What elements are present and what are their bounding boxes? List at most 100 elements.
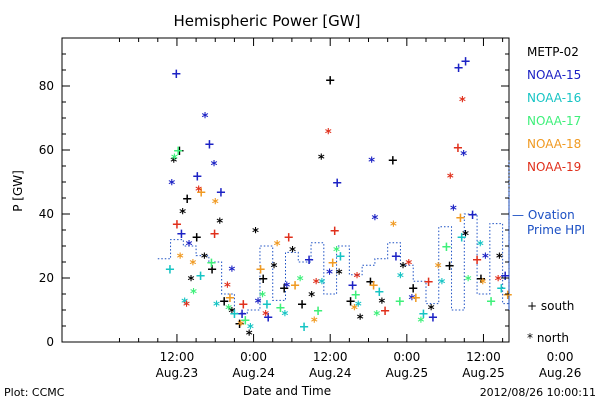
x-tick-label-time: 0:00 <box>240 350 267 364</box>
legend-entry-noaa-17: NOAA-17 <box>527 114 581 128</box>
data-point-noaa-16: * <box>355 300 362 315</box>
y-tick-label: 40 <box>39 207 54 221</box>
data-point-noaa-19: + <box>171 218 182 233</box>
data-point-noaa-19: + <box>209 227 220 242</box>
y-axis-label: P [GW] <box>11 170 25 212</box>
data-point-noaa-15: + <box>204 138 215 153</box>
data-point-noaa-18: + <box>224 291 235 306</box>
data-point-noaa-17: * <box>259 290 266 305</box>
data-point-noaa-16: + <box>335 250 346 265</box>
data-point-noaa-18: * <box>311 316 318 331</box>
data-point-metp-02: + <box>191 230 202 245</box>
data-point-noaa-18: + <box>410 291 421 306</box>
data-point-metp-02: + <box>325 74 336 89</box>
data-point-noaa-19: * <box>459 95 466 110</box>
x-tick-label-date: Aug.25 <box>462 366 505 380</box>
x-tick-label-date: Aug.24 <box>232 366 275 380</box>
data-point-noaa-18: * <box>177 252 184 267</box>
x-tick-label-time: 0:00 <box>547 350 574 364</box>
marker-layer: *+*+*+*+*+*+**+*+*+**+*+*+*+*+*+*+**++*+… <box>164 54 513 343</box>
data-point-metp-02: + <box>207 262 218 277</box>
data-point-noaa-15: * <box>371 213 378 228</box>
data-point-metp-02: * <box>271 261 278 276</box>
data-point-noaa-17: * <box>417 316 424 331</box>
data-point-noaa-15: * <box>168 178 175 193</box>
data-point-metp-02: + <box>475 272 486 287</box>
data-point-metp-02: + <box>174 144 185 159</box>
data-point-noaa-15: * <box>255 296 262 311</box>
data-point-noaa-19: + <box>380 304 391 319</box>
data-point-noaa-18: + <box>455 211 466 226</box>
data-point-noaa-16: + <box>262 298 273 313</box>
data-point-noaa-15: + <box>332 176 343 191</box>
data-point-metp-02: * <box>188 274 195 289</box>
data-point-noaa-18: + <box>368 278 379 293</box>
data-point-noaa-15: + <box>500 269 511 284</box>
data-point-noaa-19: * <box>195 184 202 199</box>
x-tick-label-time: 0:00 <box>393 350 420 364</box>
data-point-noaa-16: + <box>496 282 507 297</box>
data-point-metp-02: * <box>428 303 435 318</box>
data-point-metp-02: * <box>318 152 325 167</box>
data-point-noaa-18: * <box>190 258 197 273</box>
data-point-noaa-18: + <box>255 262 266 277</box>
data-point-noaa-15: + <box>428 310 439 325</box>
legend-south-marker: + south <box>527 299 574 313</box>
data-point-noaa-19: + <box>329 224 340 239</box>
data-point-noaa-19: * <box>405 258 412 273</box>
y-axis: 0 20 40 60 80 <box>39 37 509 349</box>
legend-ovation-line2: Prime HPI <box>527 223 585 237</box>
data-point-noaa-15: * <box>186 239 193 254</box>
x-axis-label: Date and Time <box>243 384 331 398</box>
data-point-noaa-19: * <box>325 127 332 142</box>
data-point-noaa-16: + <box>418 307 429 322</box>
data-point-noaa-19: + <box>238 298 249 313</box>
data-point-noaa-16: + <box>374 285 385 300</box>
data-point-noaa-17: + <box>275 301 286 316</box>
data-point-noaa-19: * <box>224 280 231 295</box>
data-point-noaa-19: + <box>472 253 483 268</box>
y-tick-label: 60 <box>39 143 54 157</box>
data-point-noaa-19: * <box>183 300 190 315</box>
data-point-noaa-19: * <box>495 274 502 289</box>
data-point-noaa-19: * <box>313 277 320 292</box>
footer-timestamp: 2012/08/26 10:00:11 <box>480 386 596 399</box>
data-point-noaa-19: * <box>262 309 269 324</box>
data-point-metp-02: * <box>379 296 386 311</box>
data-point-metp-02: * <box>400 261 407 276</box>
data-point-noaa-15: * <box>409 293 416 308</box>
data-point-noaa-18: * <box>390 220 397 235</box>
data-point-metp-02: * <box>246 328 253 343</box>
legend-entry-noaa-18: NOAA-18 <box>527 137 581 151</box>
data-point-metp-02: * <box>357 312 364 327</box>
data-point-noaa-16: + <box>164 262 175 277</box>
data-point-noaa-15: * <box>202 111 209 126</box>
chart-title: Hemispheric Power [GW] <box>174 12 361 30</box>
data-point-noaa-16: * <box>477 239 484 254</box>
legend-ovation-line1: — Ovation <box>512 208 575 222</box>
y-tick-label: 80 <box>39 79 54 93</box>
data-point-noaa-18: * <box>212 197 219 212</box>
data-point-noaa-17: + <box>173 144 184 159</box>
data-point-noaa-18: * <box>351 303 358 318</box>
ovation-hpi-line <box>157 159 510 314</box>
data-point-noaa-16: * <box>397 271 404 286</box>
data-point-noaa-15: * <box>228 264 235 279</box>
data-point-noaa-17: * <box>171 152 178 167</box>
data-point-noaa-17: * <box>225 303 232 318</box>
data-point-noaa-15: + <box>460 54 471 69</box>
data-point-noaa-18: * <box>274 239 281 254</box>
data-point-noaa-15: * <box>211 159 218 174</box>
data-point-noaa-15: * <box>482 252 489 267</box>
data-point-noaa-15: + <box>304 253 315 268</box>
data-point-noaa-16: * <box>247 322 254 337</box>
data-point-noaa-15: * <box>368 156 375 171</box>
data-point-metp-02: * <box>252 226 259 241</box>
data-point-metp-02: + <box>408 282 419 297</box>
data-point-noaa-16: * <box>181 296 188 311</box>
data-point-metp-02: * <box>228 306 235 321</box>
data-point-metp-02: + <box>258 272 269 287</box>
data-point-noaa-15: + <box>216 186 227 201</box>
x-tick-label-date: Aug.26 <box>539 366 582 380</box>
